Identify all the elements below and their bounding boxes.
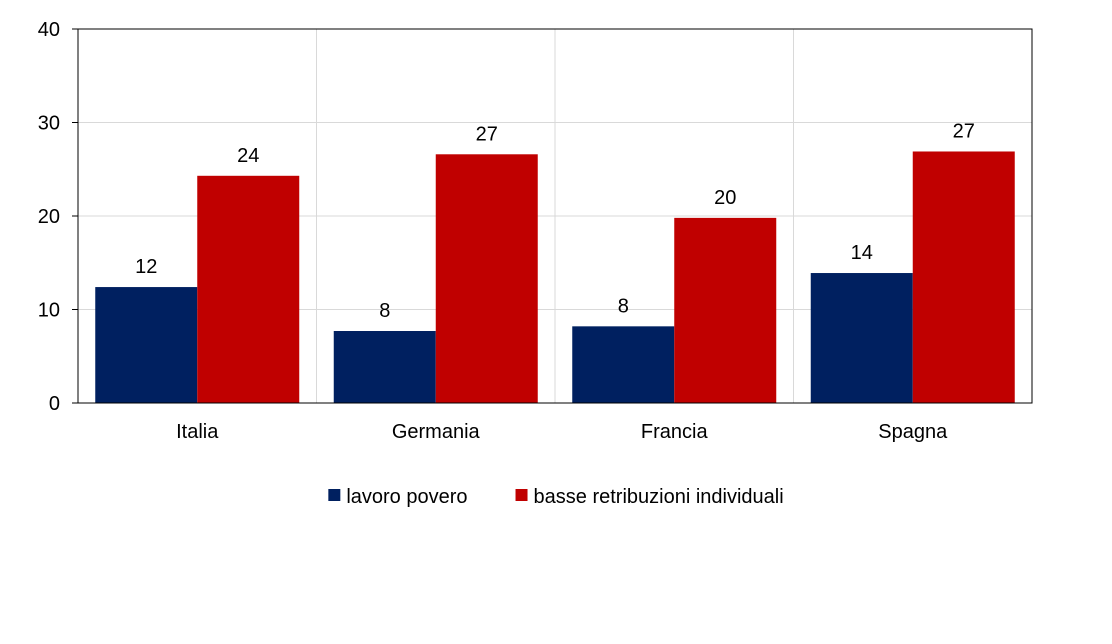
y-tick-label: 30 <box>38 113 60 135</box>
bars <box>95 151 1015 403</box>
bar <box>912 151 1015 403</box>
bar <box>674 217 777 403</box>
x-tick-label: Italia <box>176 421 219 443</box>
bar <box>572 326 675 403</box>
y-tick-label: 0 <box>49 393 60 415</box>
data-label: 14 <box>851 242 873 264</box>
x-tick-label: Spagna <box>878 421 948 443</box>
data-labels: 12 8 8 14 24 27 20 27 <box>135 120 975 322</box>
bar <box>197 175 300 403</box>
bar <box>435 154 538 403</box>
y-tick-label: 20 <box>38 206 60 228</box>
x-tick-label: Francia <box>641 421 709 443</box>
legend-label: basse retribuzioni individuali <box>534 486 784 508</box>
legend-label: lavoro povero <box>346 486 467 508</box>
data-label: 27 <box>953 120 975 142</box>
y-tick-label: 40 <box>38 19 60 41</box>
legend-swatch <box>328 489 341 501</box>
bar <box>95 287 198 403</box>
data-label: 27 <box>476 123 498 145</box>
legend-swatch <box>515 489 528 501</box>
data-label: 20 <box>714 187 736 209</box>
data-label: 24 <box>237 145 259 167</box>
data-label: 8 <box>618 295 629 317</box>
y-tick-label: 10 <box>38 300 60 322</box>
axes: 0 10 20 30 40 Italia Germania Francia Spagna <box>38 19 1033 443</box>
legend: lavoro povero basse retribuzioni individu… <box>328 486 784 508</box>
x-tick-label: Germania <box>392 421 481 443</box>
data-label: 12 <box>135 256 157 278</box>
bar <box>810 273 913 403</box>
bar <box>333 331 436 403</box>
data-label: 8 <box>379 300 390 322</box>
